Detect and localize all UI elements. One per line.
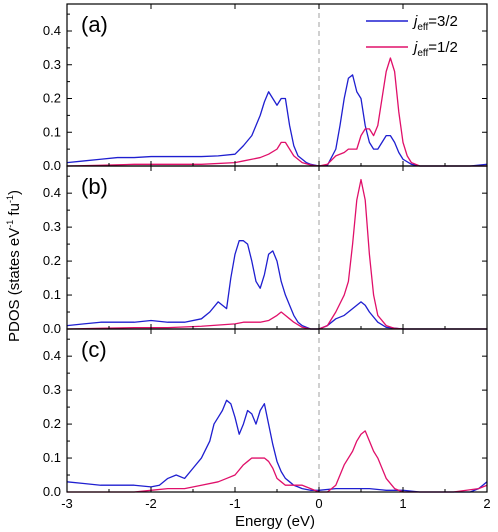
- panels-layer: 0.00.10.20.30.4 (a)0.00.10.20.30.4 (b)0.00…: [43, 3, 491, 511]
- panel-1: 0.0 0.1 0.2 0.3 0.4 (a): [43, 3, 488, 173]
- y-tick-label: 0.3: [43, 219, 61, 234]
- y-tick-label: 0.4: [43, 185, 61, 200]
- y-tick-label: 0.2: [43, 253, 61, 268]
- y-tick-label: 0.3: [43, 382, 61, 397]
- y-tick-label: 0.2: [43, 416, 61, 431]
- series-line-jeff-1-2: [66, 57, 487, 167]
- legend-label-jeff-1-2: jeff=1/2: [412, 39, 458, 59]
- y-tick-label: 0.1: [43, 450, 61, 465]
- x-tick-label: 0: [315, 496, 322, 511]
- y-tick-label: 0.0: [43, 158, 61, 173]
- x-tick-label: 1: [399, 496, 406, 511]
- x-tick-label: 2: [483, 496, 490, 511]
- panel-2: 0.0 0.1 0.2 0.3 0.4 (b): [43, 165, 488, 336]
- legend: jeff=3/2 jeff=1/2: [366, 13, 458, 59]
- y-tick-label: 0.4: [43, 348, 61, 363]
- panel-3: 0.0 0.1 0.2 0.3 0.4 (c): [43, 328, 488, 499]
- y-tick-label: 0.0: [43, 484, 61, 499]
- x-axis-title: Energy (eV): [235, 513, 315, 530]
- y-tick-label: 0.3: [43, 57, 61, 72]
- y-tick-label: 0.1: [43, 287, 61, 302]
- panel-label: (b): [81, 174, 108, 199]
- x-tick-label: -3: [61, 496, 73, 511]
- panel-label: (a): [81, 12, 108, 37]
- series-line-jeff-1-2: [66, 178, 487, 330]
- x-tick-label: -1: [229, 496, 241, 511]
- y-tick-label: 0.2: [43, 91, 61, 106]
- y-tick-label: 0.0: [43, 321, 61, 336]
- series-line-jeff-3-2: [66, 74, 488, 167]
- y-tick-label: 0.1: [43, 124, 61, 139]
- panel-label: (c): [81, 337, 107, 362]
- panel-frame: [66, 165, 488, 330]
- y-tick-label: 0.4: [43, 23, 61, 38]
- panel-frame: [66, 328, 488, 493]
- y-axis-title: PDOS (states eV-1 fu-1): [5, 190, 23, 342]
- legend-label-jeff-3-2: jeff=3/2: [412, 13, 458, 33]
- series-line-jeff-1-2: [67, 430, 488, 493]
- series-line-jeff-3-2: [66, 240, 487, 330]
- x-tick-label: -2: [145, 496, 157, 511]
- series-line-jeff-3-2: [66, 399, 488, 493]
- x-tick-labels: -3 -2 -1 0 1 2: [61, 496, 490, 511]
